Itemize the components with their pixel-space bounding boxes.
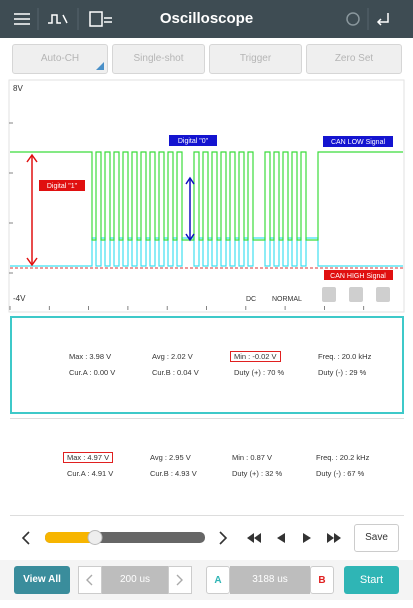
measurement-panel-b: Max : 4.97 V Avg : 2.95 V Min : 0.87 V Freq… — [10, 418, 404, 516]
bottom-bar: View All 200 us A 3188 us B Start — [0, 560, 413, 600]
time-div-stepper[interactable] — [78, 566, 198, 594]
measurement: Min : 0.87 V — [232, 453, 273, 462]
digital-1-arrow — [26, 153, 38, 267]
trigger-button[interactable]: Trigger — [209, 44, 302, 74]
playback-controls: Save — [0, 518, 413, 558]
measurement: Duty (-) : 67 % — [316, 469, 365, 478]
measurement: Cur.A : 0.00 V — [69, 368, 116, 377]
digital-0-arrow — [185, 176, 195, 242]
can-low-tag — [323, 136, 393, 147]
playback-icons — [21, 530, 341, 545]
cursor-a-button[interactable]: A — [206, 566, 230, 594]
measurement: Cur.B : 4.93 V — [150, 469, 197, 478]
measurement: Duty (-) : 29 % — [318, 368, 367, 377]
dropdown-corner — [96, 62, 104, 70]
measurement: Freq. : 20.0 kHz — [318, 352, 372, 361]
title: Oscilloscope — [159, 10, 254, 27]
y-top-label: 8V — [13, 84, 23, 93]
scope-tools[interactable] — [322, 287, 390, 302]
digital-1-tag — [39, 180, 85, 191]
view-all-button[interactable]: View All — [14, 566, 70, 594]
zero-set-button[interactable]: Zero Set — [306, 44, 402, 74]
measurement-panel-a: Max : 3.98 V Avg : 2.02 V Min : -0.02 V Fre… — [10, 316, 404, 414]
y-bottom-label: -4V — [13, 294, 26, 303]
measurement: Avg : 2.95 V — [150, 453, 191, 462]
measurement: Duty (+) : 70 % — [234, 368, 285, 377]
measurement: Max : 4.97 V — [63, 452, 114, 463]
coupling-label: DC — [246, 296, 256, 303]
measurement: Cur.A : 4.91 V — [67, 469, 114, 478]
digital-0-tag — [169, 135, 217, 146]
mode-label: NORMAL — [272, 296, 302, 303]
can-low-waveform — [10, 151, 403, 241]
measurement: Freq. : 20.2 kHz — [316, 453, 370, 462]
cursor-b-button[interactable]: B — [310, 566, 334, 594]
single-shot-button[interactable]: Single-shot — [112, 44, 205, 74]
digital-0-label: Digital "0" — [178, 138, 209, 145]
measurement: Min : -0.02 V — [230, 351, 281, 362]
measurement: Avg : 2.02 V — [152, 352, 193, 361]
can-high-label: CAN HIGH Signal — [330, 273, 386, 280]
can-high-tag — [324, 270, 393, 280]
top-icons — [14, 8, 389, 30]
save-button[interactable]: Save — [354, 524, 399, 552]
measurement: Duty (+) : 32 % — [232, 469, 283, 478]
digital-1-label: Digital "1" — [47, 183, 78, 190]
measurement: Cur.B : 0.04 V — [152, 368, 199, 377]
auto-ch-button[interactable]: Auto-CH — [12, 44, 108, 74]
top-bar: Oscilloscope — [0, 0, 413, 38]
axis-ticks — [9, 122, 365, 310]
measurement: Max : 3.98 V — [69, 352, 112, 361]
can-low-label: CAN LOW Signal — [331, 139, 386, 146]
time-div-value: 200 us — [119, 574, 151, 585]
start-button[interactable]: Start — [344, 566, 399, 594]
scope-display: 8V -4V Digital "0" Digital "1" CAN LOW S… — [8, 79, 405, 313]
cursor-delta: 3188 us — [230, 566, 310, 594]
